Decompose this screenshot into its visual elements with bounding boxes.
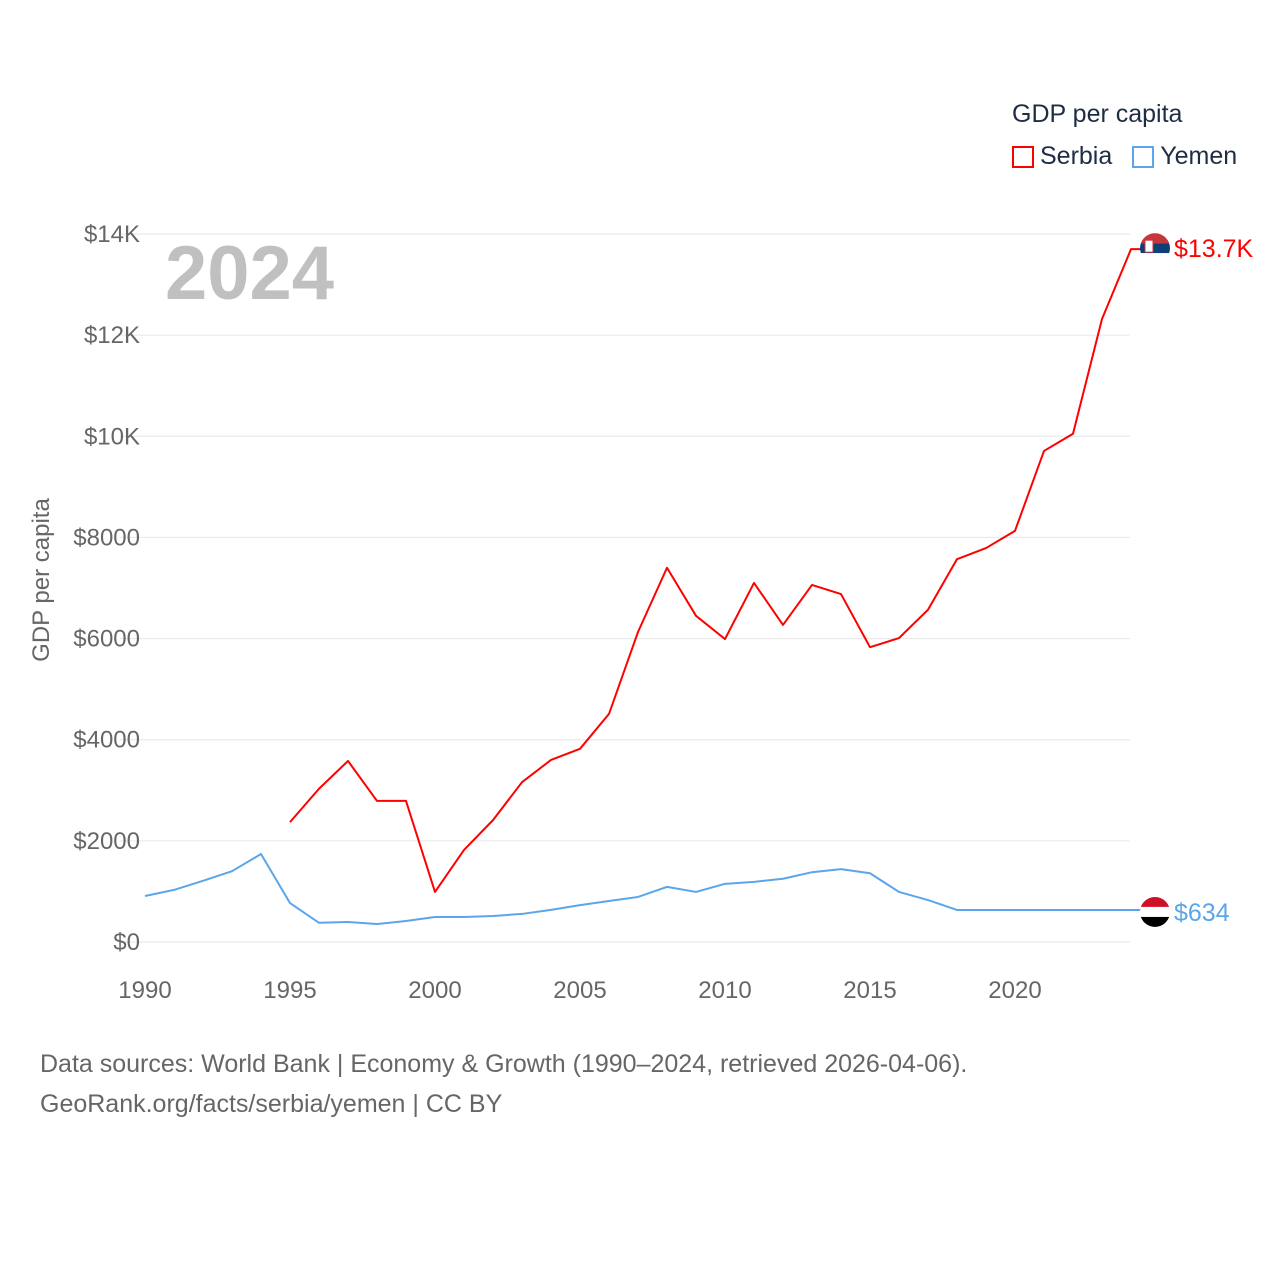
legend-label: Yemen	[1160, 142, 1238, 170]
x-tick-label: 1995	[263, 977, 316, 1004]
y-tick-label: $14K	[84, 221, 140, 248]
y-tick-label: $4000	[73, 727, 140, 754]
legend-title: GDP per capita	[1012, 100, 1183, 128]
source-link[interactable]: GeoRank.org/facts/serbia/yemen | CC BY	[40, 1090, 503, 1118]
source-note: Data sources: World Bank | Economy & Gro…	[40, 1044, 967, 1124]
y-tick-label: $6000	[73, 626, 140, 653]
legend-item-serbia[interactable]: Serbia	[1012, 142, 1112, 171]
x-tick-label: 2005	[553, 977, 606, 1004]
x-tick-label: 2010	[698, 977, 751, 1004]
y-tick-label: $2000	[73, 828, 140, 855]
end-label-serbia: $13.7K	[1174, 235, 1254, 263]
x-tick-label: 1990	[118, 977, 171, 1004]
legend-swatch-yemen	[1132, 145, 1155, 168]
y-tick-label: $10K	[84, 423, 140, 450]
y-tick-label: $8000	[73, 524, 140, 551]
flag-yemen-icon	[1140, 896, 1170, 927]
x-tick-label: 2015	[843, 977, 896, 1004]
y-axis-label: GDP per capita	[28, 498, 55, 662]
series-line-yemen	[144, 853, 1141, 926]
end-label-yemen: $634	[1174, 899, 1230, 927]
source-line: Data sources: World Bank | Economy & Gro…	[40, 1050, 968, 1078]
legend-label: Serbia	[1040, 142, 1113, 170]
series-line-serbia	[289, 248, 1141, 893]
year-label: 2024	[165, 231, 335, 316]
y-tick-label: $0	[113, 929, 140, 956]
y-tick-label: $12K	[84, 322, 140, 349]
legend: Serbia Yemen	[1012, 142, 1237, 171]
flag-serbia-icon	[1140, 233, 1170, 264]
legend-item-yemen[interactable]: Yemen	[1132, 142, 1237, 171]
x-tick-label: 2000	[408, 977, 461, 1004]
x-tick-label: 2020	[988, 977, 1041, 1004]
legend-swatch-serbia	[1012, 145, 1034, 168]
